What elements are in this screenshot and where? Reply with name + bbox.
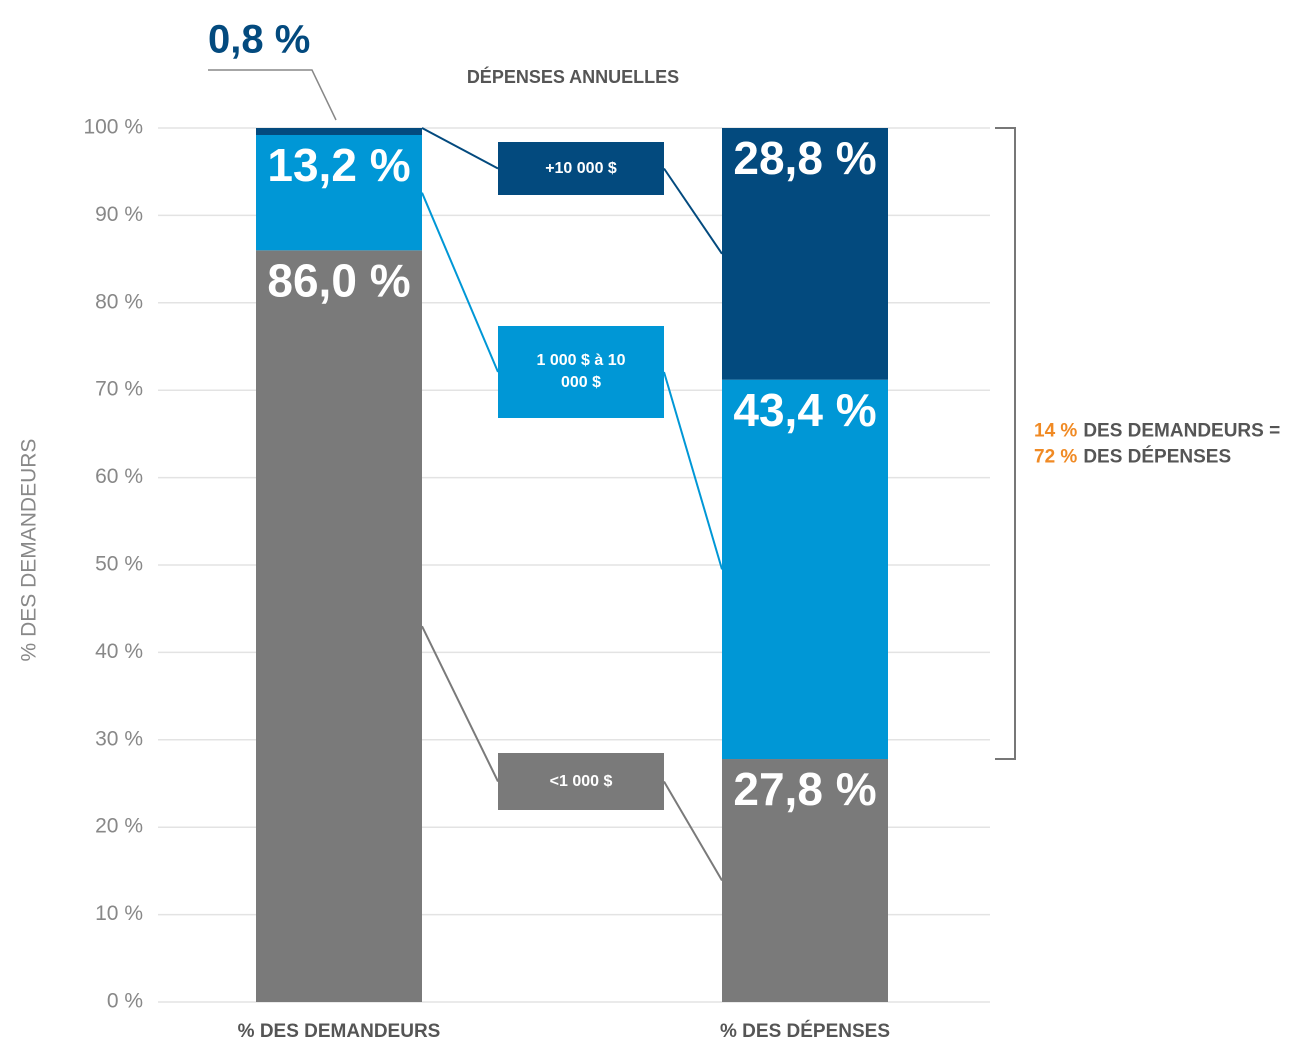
legend-entry: 1 000 $ à 10 000 $ — [498, 326, 664, 418]
bracket-note: 14 % DES DEMANDEURS = — [1034, 421, 1280, 442]
bracket-note: 72 % DES DÉPENSES — [1034, 446, 1231, 468]
x-tick-label: % DES DEMANDEURS — [238, 1021, 441, 1042]
bar-segment — [256, 128, 422, 135]
connector — [421, 192, 499, 373]
legend-entry: <1 000 $ — [498, 753, 664, 810]
leader-line — [208, 69, 337, 121]
y-tick-label: 0 % — [107, 990, 143, 1013]
bar-segment — [256, 134, 422, 251]
y-tick-label: 100 % — [83, 116, 143, 139]
y-tick-label: 20 % — [95, 815, 143, 838]
value-label: 43,4 % — [733, 384, 876, 436]
legend-label: <1 000 $ — [549, 772, 613, 790]
x-tick-label: % DES DÉPENSES — [720, 1020, 890, 1042]
y-tick-label: 90 % — [95, 203, 143, 226]
y-tick-label: 30 % — [95, 727, 143, 750]
bar-segment — [722, 128, 888, 380]
y-tick-label: 50 % — [95, 553, 143, 576]
y-axis-label: % DES DEMANDEURS — [18, 439, 41, 662]
value-label: 0,8 % — [208, 18, 310, 62]
y-tick-label: 70 % — [95, 378, 143, 401]
bracket-note-part: DES DÉPENSES — [1083, 446, 1231, 468]
legend-label: 1 000 $ à 10 000 $ — [536, 352, 626, 391]
connector — [421, 625, 499, 782]
bracket-note-part: DES DEMANDEURS = — [1083, 421, 1280, 442]
value-label: 86,0 % — [267, 255, 410, 307]
y-tick-label: 10 % — [95, 902, 143, 925]
bracket-note-part: 72 % — [1034, 447, 1077, 468]
y-tick-label: 60 % — [95, 465, 143, 488]
connector — [663, 780, 723, 882]
connector — [663, 167, 723, 255]
bar-segment — [722, 759, 888, 1002]
legend-entry: +10 000 $ — [498, 142, 664, 195]
bar-segment — [256, 250, 422, 1003]
value-label: 28,8 % — [733, 132, 876, 184]
bar-segment — [722, 379, 888, 760]
y-tick-label: 80 % — [95, 290, 143, 313]
connector — [663, 371, 723, 570]
y-tick-label: 40 % — [95, 640, 143, 663]
annotation: DÉPENSES ANNUELLES — [467, 66, 679, 87]
bracket-note-part: 14 % — [1034, 421, 1077, 442]
value-label: 13,2 % — [267, 139, 410, 191]
legend-label: +10 000 $ — [545, 159, 617, 177]
bracket — [995, 127, 1016, 761]
value-label: 27,8 % — [733, 763, 876, 815]
connector — [421, 127, 499, 170]
